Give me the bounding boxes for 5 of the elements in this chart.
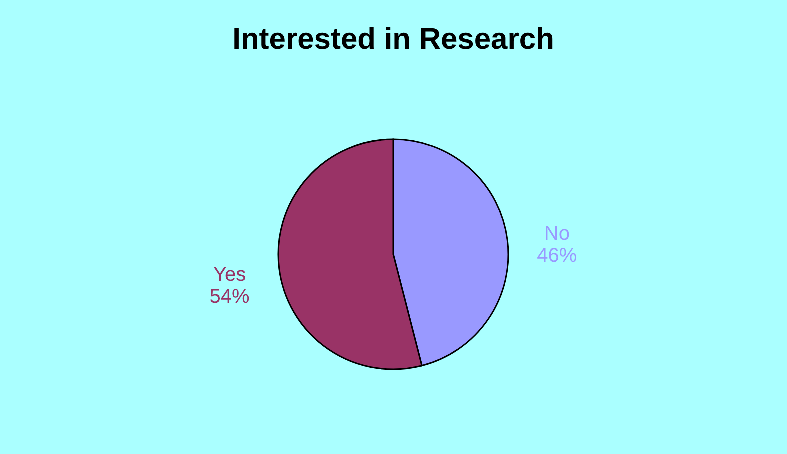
slice-label: No [544, 222, 570, 245]
data-label: 46% [537, 244, 578, 267]
chart-title: Interested in Research [232, 23, 554, 56]
slice-label: Yes [213, 264, 246, 286]
data-label: 54% [210, 286, 250, 308]
